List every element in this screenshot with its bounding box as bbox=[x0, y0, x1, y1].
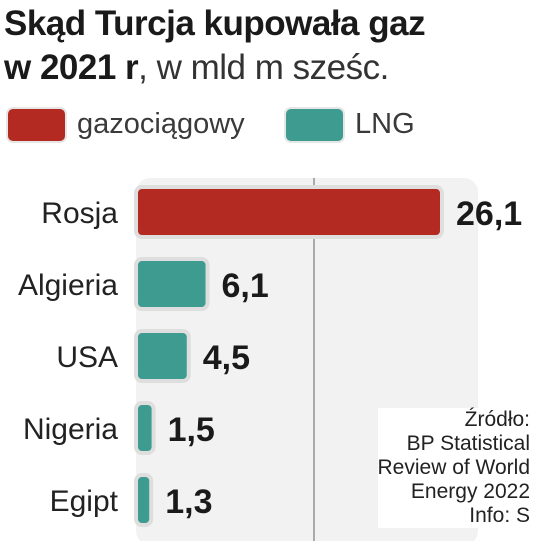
bar bbox=[134, 401, 156, 455]
source-line: Źródło: bbox=[464, 408, 530, 431]
source-line: Review of World bbox=[377, 456, 531, 479]
value-label: 1,5 bbox=[168, 411, 215, 449]
legend-label-pipeline: gazociągowy bbox=[77, 108, 245, 140]
legend-label-lng: LNG bbox=[355, 108, 415, 140]
source-line: Energy 2022 bbox=[410, 480, 530, 503]
bar bbox=[134, 473, 154, 527]
title-line-2-bold: w 2021 r bbox=[4, 48, 139, 87]
bar-chart: Rosja 26,1 Algieria 6,1 USA 4,5 Nigeria 1,5 Egip… bbox=[18, 178, 522, 541]
category-label: Algieria bbox=[18, 269, 118, 302]
category-label: USA bbox=[56, 341, 118, 374]
value-label: 1,3 bbox=[165, 483, 212, 521]
legend-swatch-lng bbox=[286, 108, 343, 141]
category-label: Egipt bbox=[50, 485, 119, 518]
source-line: Info: S bbox=[469, 504, 530, 527]
category-label: Rosja bbox=[41, 197, 118, 230]
bar bbox=[134, 185, 444, 239]
legend-item-lng: LNG bbox=[286, 108, 415, 141]
legend: gazociągowy LNG bbox=[8, 108, 528, 150]
category-label: Nigeria bbox=[23, 413, 118, 446]
title-unit: , w mld m sześc. bbox=[138, 48, 389, 87]
bar bbox=[134, 329, 191, 383]
title-line-1: Skąd Turcja kupowała gaz bbox=[4, 4, 426, 43]
value-label: 26,1 bbox=[456, 195, 522, 233]
bar bbox=[134, 257, 210, 311]
source-note: Źródło: BP Statistical Review of World E… bbox=[377, 408, 531, 528]
legend-item-pipeline: gazociągowy bbox=[8, 108, 245, 141]
legend-swatch-pipeline bbox=[8, 108, 65, 141]
value-label: 4,5 bbox=[203, 339, 250, 377]
source-line: BP Statistical bbox=[406, 432, 530, 455]
chart-title: Skąd Turcja kupowała gaz w 2021 r, w mld… bbox=[4, 2, 534, 90]
value-label: 6,1 bbox=[222, 267, 269, 305]
